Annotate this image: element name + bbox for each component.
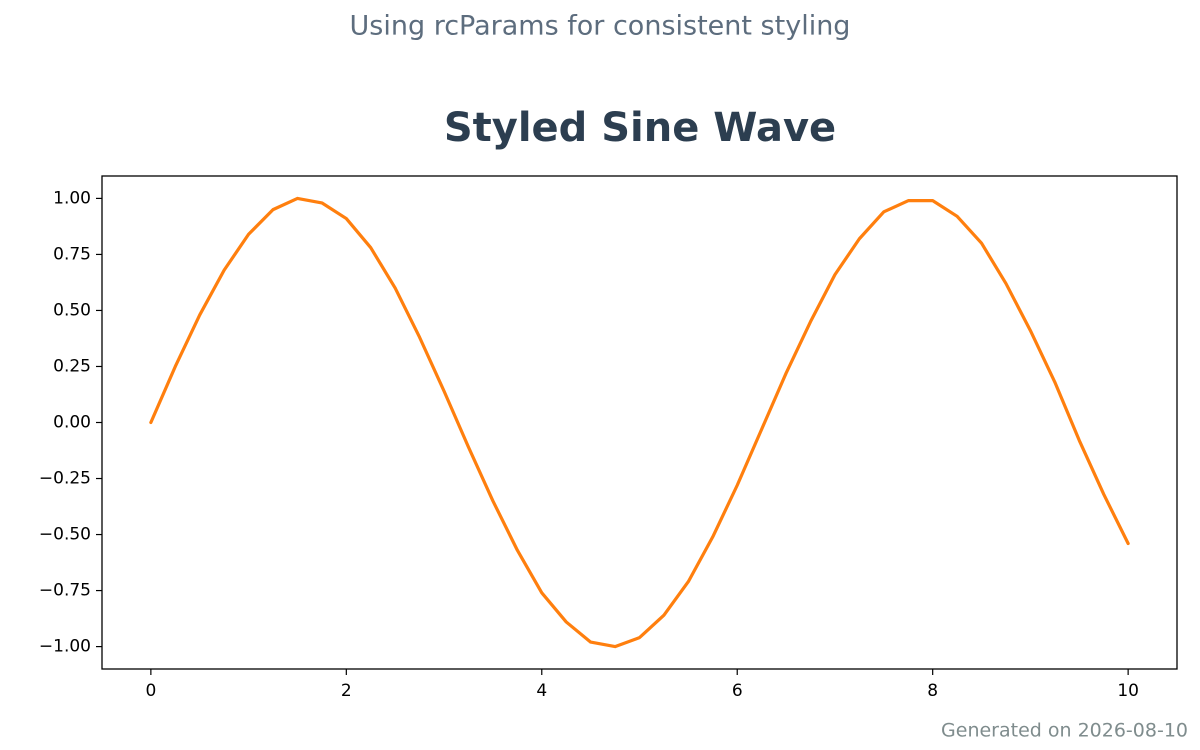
x-tick-label: 4 <box>536 681 547 701</box>
line-series <box>149 196 1130 649</box>
y-tick-label: 0.00 <box>53 413 91 433</box>
footnote: Generated on 2026-08-10 <box>941 720 1188 742</box>
y-tick-label: 0.25 <box>53 356 91 376</box>
y-tick-label: 1.00 <box>53 188 91 208</box>
x-tick-label: 8 <box>927 681 938 701</box>
y-tick-label: −0.25 <box>39 469 91 489</box>
chart-title: Styled Sine Wave <box>444 105 836 151</box>
plot-frame <box>101 175 1178 670</box>
y-tick-label: 0.50 <box>53 300 91 320</box>
y-tick-label: −1.00 <box>39 637 91 657</box>
x-tick-label: 6 <box>732 681 743 701</box>
x-tick-label: 2 <box>341 681 352 701</box>
y-tick-label: −0.75 <box>39 581 91 601</box>
y-tick-label: 0.75 <box>53 244 91 264</box>
chart-subtitle: Using rcParams for consistent styling <box>350 11 851 42</box>
x-tick-label: 10 <box>1117 681 1139 701</box>
x-tick-label: 0 <box>145 681 156 701</box>
y-tick-label: −0.50 <box>39 525 91 545</box>
